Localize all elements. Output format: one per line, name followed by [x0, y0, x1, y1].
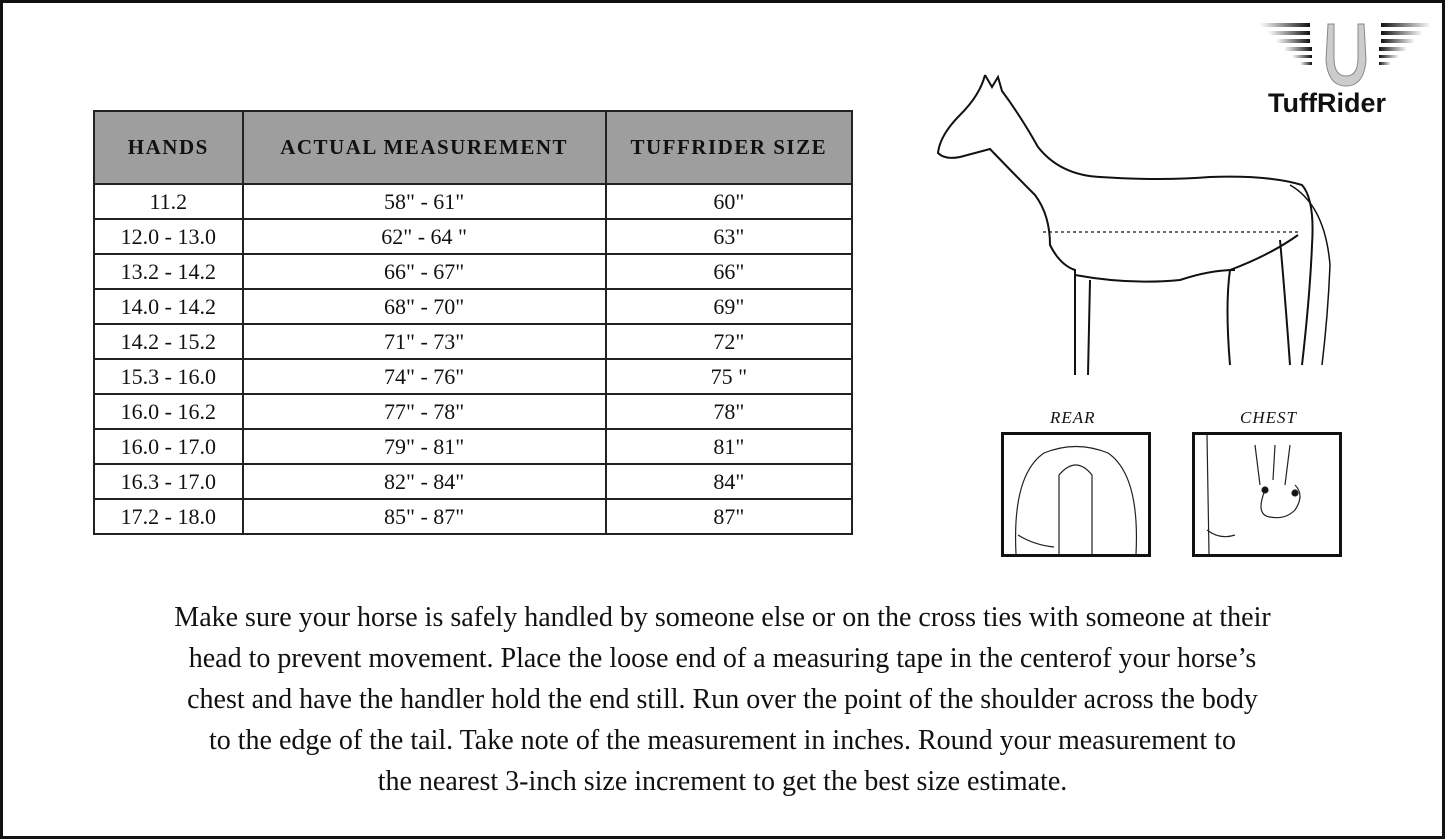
measuring-instructions: Make sure your horse is safely handled b… [20, 597, 1425, 802]
table-row: 16.0 - 17.0 79" - 81" 81" [93, 428, 854, 465]
table-row: 15.3 - 16.0 74" - 76" 75 " [93, 358, 854, 395]
table-row: 11.2 58" - 61" 60" [93, 183, 854, 220]
cell-actual-measurement: 71" - 73" [241, 323, 607, 360]
cell-actual-measurement: 68" - 70" [241, 288, 607, 325]
cell-tuffrider-size: 75 " [604, 358, 854, 395]
cell-tuffrider-size: 63" [604, 218, 854, 255]
cell-tuffrider-size: 87" [604, 498, 854, 535]
cell-hands: 14.0 - 14.2 [93, 288, 244, 325]
size-chart-table: HANDS ACTUAL MEASUREMENT TUFFRIDER SIZE … [93, 110, 854, 535]
table-row: 16.3 - 17.0 82" - 84" 84" [93, 463, 854, 500]
table-row: 14.0 - 14.2 68" - 70" 69" [93, 288, 854, 325]
cell-hands: 12.0 - 13.0 [93, 218, 244, 255]
wing-right-icon [1379, 23, 1431, 65]
instruction-line: the nearest 3-inch size increment to get… [377, 766, 1068, 797]
cell-tuffrider-size: 72" [604, 323, 854, 360]
instruction-line: head to prevent movement. Place the loos… [188, 643, 1257, 674]
cell-actual-measurement: 77" - 78" [241, 393, 607, 430]
cell-tuffrider-size: 84" [604, 463, 854, 500]
horseshoe-icon [1325, 23, 1367, 87]
header-tuffrider-size: TUFFRIDER SIZE [604, 110, 854, 185]
cell-hands: 13.2 - 14.2 [93, 253, 244, 290]
cell-tuffrider-size: 66" [604, 253, 854, 290]
table-row: 14.2 - 15.2 71" - 73" 72" [93, 323, 854, 360]
cell-tuffrider-size: 60" [604, 183, 854, 220]
chest-view-diagram [1192, 432, 1342, 557]
brand-name: TuffRider [1268, 88, 1386, 118]
tuffrider-logo [1260, 23, 1431, 87]
table-row: 16.0 - 16.2 77" - 78" 78" [93, 393, 854, 430]
table-row: 12.0 - 13.0 62" - 64 " 63" [93, 218, 854, 255]
cell-tuffrider-size: 81" [604, 428, 854, 465]
cell-actual-measurement: 79" - 81" [241, 428, 607, 465]
instruction-line: to the edge of the tail. Take note of th… [208, 725, 1236, 756]
table-header-row: HANDS ACTUAL MEASUREMENT TUFFRIDER SIZE [93, 110, 854, 185]
cell-actual-measurement: 62" - 64 " [241, 218, 607, 255]
cell-hands: 16.0 - 16.2 [93, 393, 244, 430]
table-row: 13.2 - 14.2 66" - 67" 66" [93, 253, 854, 290]
cell-actual-measurement: 74" - 76" [241, 358, 607, 395]
wing-left-icon [1260, 23, 1312, 65]
cell-hands: 16.3 - 17.0 [93, 463, 244, 500]
cell-actual-measurement: 82" - 84" [241, 463, 607, 500]
horse-illustration [936, 74, 1331, 376]
header-actual-measurement: ACTUAL MEASUREMENT [241, 110, 607, 185]
cell-tuffrider-size: 78" [604, 393, 854, 430]
cell-actual-measurement: 85" - 87" [241, 498, 607, 535]
cell-actual-measurement: 66" - 67" [241, 253, 607, 290]
rear-label: REAR [1050, 408, 1096, 427]
cell-hands: 17.2 - 18.0 [93, 498, 244, 535]
header-hands: HANDS [93, 110, 244, 185]
chest-label: CHEST [1240, 408, 1297, 427]
table-row: 17.2 - 18.0 85" - 87" 87" [93, 498, 854, 535]
instruction-line: chest and have the handler hold the end … [187, 684, 1258, 715]
cell-actual-measurement: 58" - 61" [241, 183, 607, 220]
cell-hands: 16.0 - 17.0 [93, 428, 244, 465]
cell-hands: 14.2 - 15.2 [93, 323, 244, 360]
cell-hands: 11.2 [93, 183, 244, 220]
cell-tuffrider-size: 69" [604, 288, 854, 325]
cell-hands: 15.3 - 16.0 [93, 358, 244, 395]
rear-view-diagram [1001, 432, 1151, 557]
instruction-line: Make sure your horse is safely handled b… [174, 602, 1271, 633]
